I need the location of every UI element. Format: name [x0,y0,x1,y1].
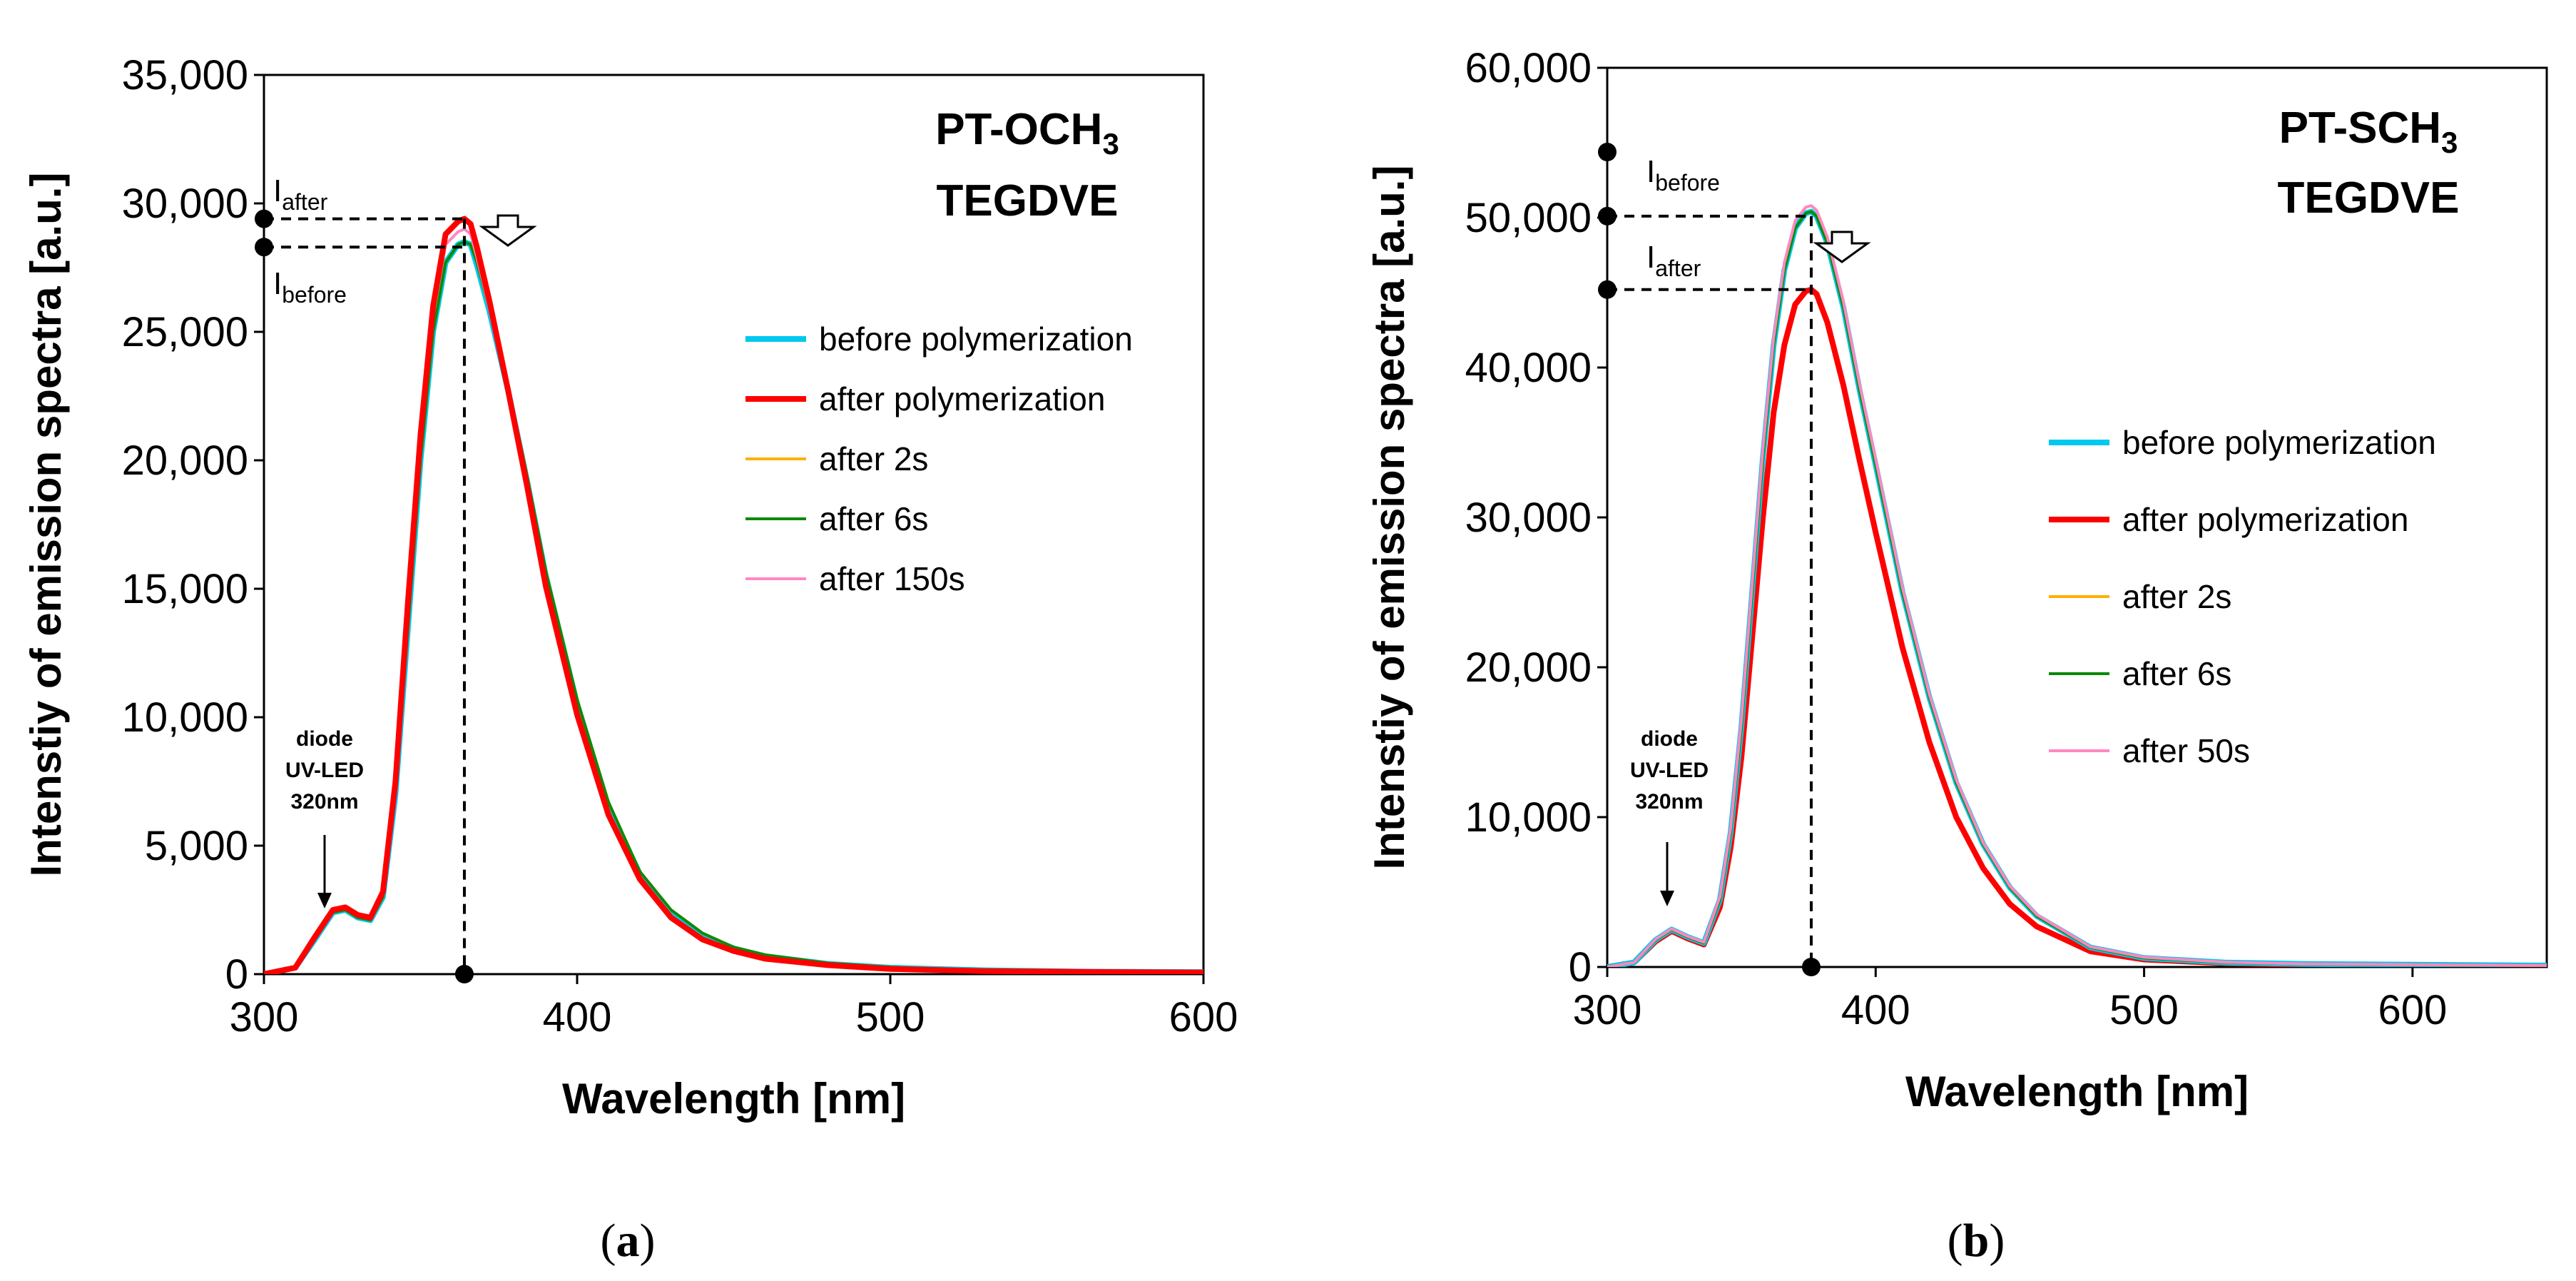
series-line-after-6s [1607,210,2547,967]
chart-panel-b: 0 10,000 20,000 30,000 40,000 50,000 60,000 300… [1365,45,2548,1267]
legend-label: after 6s [2122,655,2231,692]
legend-label: after 150s [819,560,965,597]
x-axis-label: Wavelength [nm] [562,1075,905,1123]
x-tick-label: 500 [2109,987,2179,1033]
y-tick-label: 15,000 [122,566,248,612]
decrease-arrow-icon [1813,231,1871,263]
diode-annotation-line: UV-LED [285,759,364,782]
diode-annotation-line: UV-LED [1630,759,1709,782]
chart-panel-a: 0 5,000 10,000 15,000 20,000 25,000 30,000 35,0… [22,52,1238,1267]
i-before-label: Ibefore [273,266,347,308]
x-tick-label: 500 [856,994,925,1041]
i-after-label: Iafter [273,173,328,215]
y-tick-label: 20,000 [1465,644,1592,691]
diode-annotation-line: diode [1641,727,1698,751]
legend-label: after 2s [819,440,928,477]
legend-label: after 2s [2122,578,2231,615]
series-line-after-2s [1607,210,2547,967]
y-tick-label: 10,000 [122,694,248,741]
peak-marker-dot [454,965,474,983]
y-tick-label: 35,000 [122,52,248,98]
x-tick-label: 400 [543,994,612,1041]
legend-label: after 50s [2122,732,2250,769]
y-tick-label: 30,000 [1465,495,1592,541]
plot-frame [263,74,1205,976]
y-tick-label: 60,000 [1465,45,1592,91]
y-tick-label: 10,000 [1465,794,1592,841]
sample-subtitle: TEGDVE [937,176,1119,226]
x-axis-label: Wavelength [nm] [1905,1068,2249,1115]
legend-label: after polymerization [2122,501,2408,538]
sample-title: PT-OCH3 [935,105,1119,161]
sample-title: PT-SCH3 [2279,103,2458,159]
y-tick-label: 0 [225,951,248,998]
sample-subtitle: TEGDVE [2278,173,2460,223]
legend-label: before polymerization [819,320,1133,358]
y-tick-label: 5,000 [145,823,248,869]
i-after-label: Iafter [1646,240,1701,281]
diode-annotation-line: diode [296,727,353,751]
x-tick-label: 300 [1573,987,1642,1033]
x-tick-label: 300 [230,994,299,1041]
diode-annotation-line: 320nm [290,790,358,814]
legend-label: before polymerization [2122,424,2436,461]
legend-label: after 6s [819,500,928,537]
y-tick-label: 20,000 [122,437,248,484]
diode-arrow-head-icon [1660,891,1674,906]
series-line-before-polymerization [1607,208,2547,967]
x-tick-label: 400 [1841,987,1910,1033]
y-tick-label: 40,000 [1465,345,1592,391]
y-axis-label: Intenstiy of emission spectra [a.u.] [22,173,70,877]
x-tick-label: 600 [1169,994,1238,1041]
x-tick-label: 600 [2378,987,2447,1033]
series-line-after-polymerization [264,216,1203,974]
y-tick-label: 50,000 [1465,195,1592,241]
i-after-marker-dot [1598,280,1617,299]
panel-caption: (b) [1948,1215,2005,1267]
i-after-marker-dot [255,209,273,228]
i-before-marker-dot [1598,206,1617,226]
peak-marker-dot [1801,958,1821,976]
legend-label: after polymerization [819,380,1105,417]
decrease-arrow-icon [479,214,537,247]
diode-annotation-line: 320nm [1635,790,1703,814]
diode-arrow-head-icon [317,893,332,908]
i-before-marker-dot [255,238,273,257]
panel-caption: (a) [601,1215,656,1267]
y-tick-label: 0 [1569,944,1592,991]
i-before-label: Ibefore [1646,154,1720,196]
y-tick-label: 30,000 [122,181,248,227]
series-line-after-50s [1607,204,2547,967]
y-tick-label: 25,000 [122,309,248,355]
i-before-label-dot [1598,143,1617,161]
y-axis-label: Intenstiy of emission spectra [a.u.] [1365,166,1413,870]
